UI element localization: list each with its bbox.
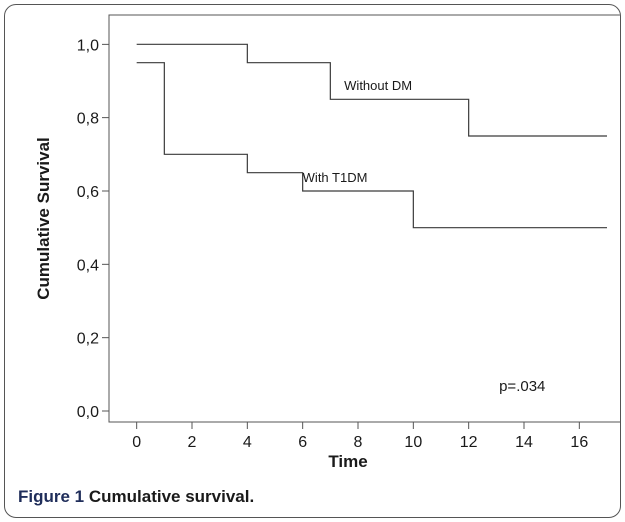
x-tick-label: 10 xyxy=(404,434,422,451)
y-tick-label: 1,0 xyxy=(77,37,99,54)
plot-frame xyxy=(108,14,620,423)
caption-text: Cumulative survival. xyxy=(88,487,255,506)
x-tick-label: 2 xyxy=(188,434,197,451)
series-label-1: With T1DM xyxy=(303,170,368,185)
y-tick-label: 0,6 xyxy=(77,184,99,201)
y-axis-title: Cumulative Survival xyxy=(34,137,53,300)
series-line-0 xyxy=(136,43,607,137)
y-tick-label: 0,8 xyxy=(77,111,99,128)
figure-caption: Figure 1 Cumulative survival. xyxy=(18,487,254,507)
x-tick-label: 4 xyxy=(243,434,252,451)
series-line-1 xyxy=(136,62,607,229)
figure-frame: 0,0 0,2 0,4 0,6 0,8 1,0 0 2 4 6 8 10 12 14 16 Time Cumul… xyxy=(4,4,621,518)
x-tick-label: 12 xyxy=(460,434,478,451)
x-tick-label: 6 xyxy=(298,434,307,451)
x-tick-label: 0 xyxy=(132,434,141,451)
x-tick-label: 14 xyxy=(515,434,533,451)
survival-chart: 0,0 0,2 0,4 0,6 0,8 1,0 0 2 4 6 8 10 12 14 16 Time Cumul… xyxy=(34,14,620,471)
series-label-0: Without DM xyxy=(344,78,412,93)
y-tick-label: 0,4 xyxy=(77,257,99,274)
x-tick-label: 8 xyxy=(354,434,363,451)
y-tick-label: 0,0 xyxy=(77,404,99,421)
x-axis-title: Time xyxy=(328,452,367,471)
x-tick-label: 16 xyxy=(570,434,588,451)
y-tick-label: 0,2 xyxy=(77,331,99,348)
caption-label: Figure 1 xyxy=(18,487,85,506)
p-value-annotation: p=.034 xyxy=(499,378,545,395)
